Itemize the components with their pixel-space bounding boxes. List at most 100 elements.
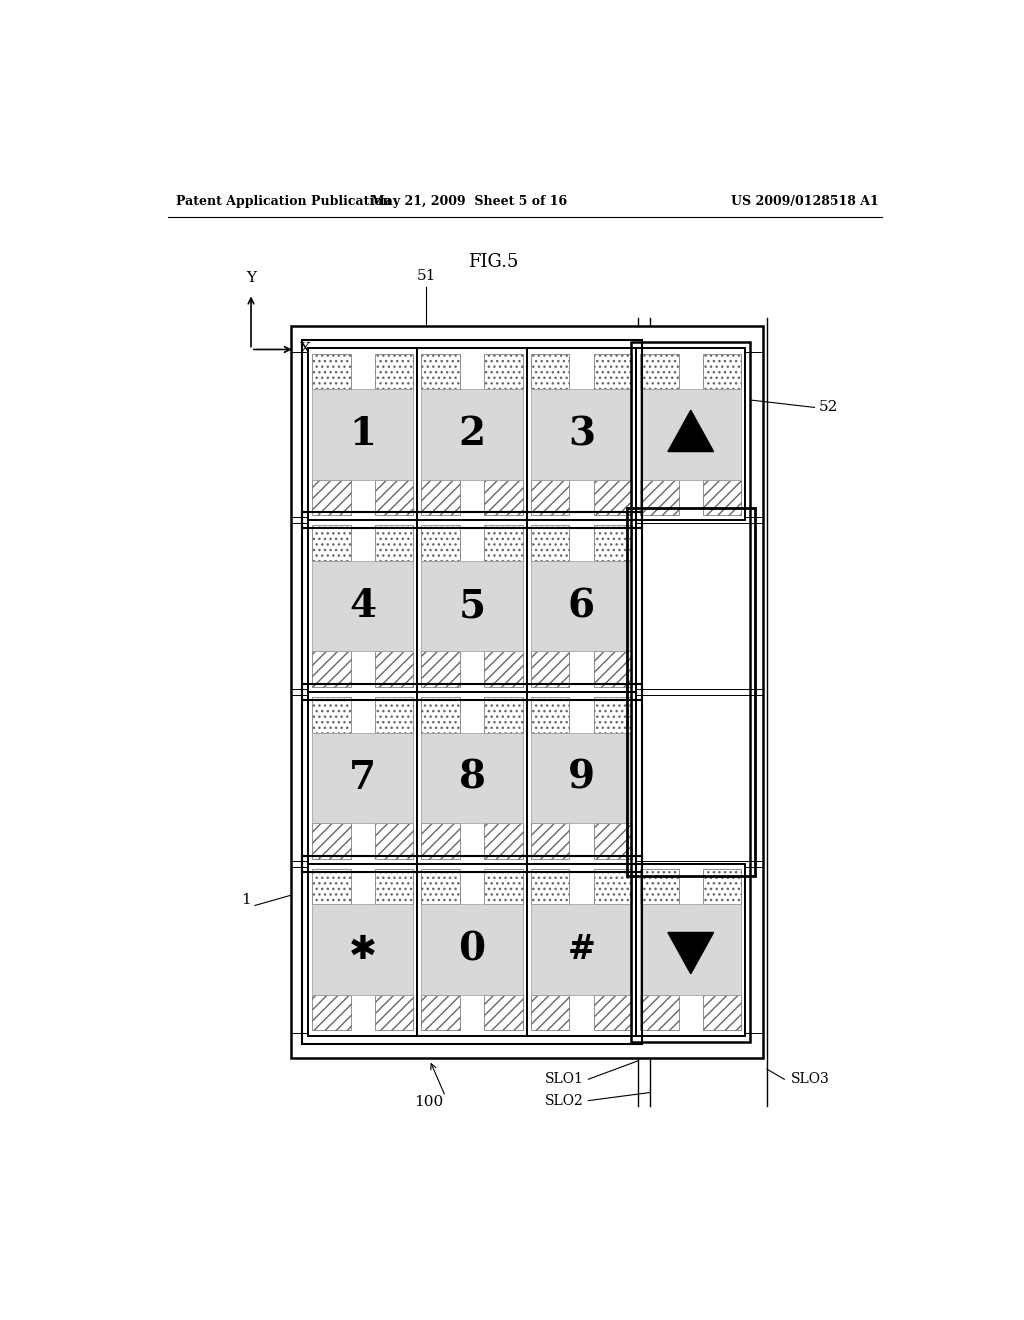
Bar (632, 342, 751, 1041)
Text: 4: 4 (349, 587, 377, 626)
Bar (312, 869, 350, 904)
Bar (422, 389, 523, 479)
Bar (594, 354, 632, 389)
Polygon shape (668, 932, 714, 974)
Polygon shape (668, 411, 714, 451)
Text: Y: Y (246, 272, 256, 285)
Bar (418, 348, 526, 520)
Text: SLO3: SLO3 (791, 1072, 829, 1086)
Bar (422, 525, 460, 561)
Bar (530, 733, 632, 824)
Bar (484, 354, 523, 389)
Bar (308, 348, 418, 520)
Bar (640, 479, 679, 515)
Bar (302, 855, 642, 1044)
Bar (312, 525, 350, 561)
Bar (375, 824, 414, 859)
Bar (484, 697, 523, 733)
Text: 9: 9 (568, 759, 595, 797)
Bar (302, 341, 642, 528)
Bar (526, 520, 636, 692)
Bar (530, 824, 569, 859)
Bar (526, 692, 636, 863)
Bar (418, 692, 526, 863)
Bar (484, 651, 523, 686)
Bar (594, 479, 632, 515)
Bar (312, 354, 350, 389)
Bar (308, 692, 418, 863)
Bar (375, 869, 414, 904)
Bar (640, 389, 741, 479)
Bar (291, 326, 763, 1057)
Text: US 2009/0128518 A1: US 2009/0128518 A1 (731, 194, 879, 207)
Bar (302, 512, 642, 700)
Bar (312, 389, 414, 479)
Text: Patent Application Publication: Patent Application Publication (176, 194, 391, 207)
Bar (484, 525, 523, 561)
Bar (530, 995, 569, 1031)
Text: 52: 52 (818, 400, 838, 414)
Text: SLO2: SLO2 (545, 1093, 584, 1107)
Text: 0: 0 (459, 931, 485, 969)
Bar (530, 869, 569, 904)
Bar (594, 995, 632, 1031)
Bar (594, 651, 632, 686)
Text: FIG.5: FIG.5 (468, 253, 518, 271)
Bar (422, 733, 523, 824)
Bar (636, 863, 745, 1036)
Bar (594, 525, 632, 561)
Bar (530, 525, 569, 561)
Bar (627, 508, 755, 876)
Text: 1: 1 (242, 894, 251, 907)
Text: 1: 1 (349, 416, 376, 453)
Bar (530, 479, 569, 515)
Text: 7: 7 (349, 759, 377, 797)
Bar (312, 651, 350, 686)
Bar (312, 479, 350, 515)
Bar (594, 869, 632, 904)
Bar (422, 904, 523, 995)
Text: 3: 3 (568, 416, 595, 453)
Text: 51: 51 (417, 269, 436, 284)
Bar (375, 995, 414, 1031)
Bar (702, 995, 741, 1031)
Bar (375, 697, 414, 733)
Bar (484, 995, 523, 1031)
Text: 100: 100 (414, 1094, 443, 1109)
Bar (422, 479, 460, 515)
Bar (312, 733, 414, 824)
Bar (375, 651, 414, 686)
Text: 6: 6 (568, 587, 595, 626)
Bar (422, 995, 460, 1031)
Bar (312, 697, 350, 733)
Bar (422, 697, 460, 733)
Bar (422, 824, 460, 859)
Bar (636, 348, 745, 520)
Bar (418, 520, 526, 692)
Bar (530, 651, 569, 686)
Bar (526, 348, 636, 520)
Bar (640, 869, 679, 904)
Bar (312, 995, 350, 1031)
Bar (594, 824, 632, 859)
Bar (422, 869, 460, 904)
Bar (640, 904, 741, 995)
Bar (375, 525, 414, 561)
Bar (702, 479, 741, 515)
Bar (308, 520, 418, 692)
Bar (312, 824, 350, 859)
Bar (422, 354, 460, 389)
Bar (312, 904, 414, 995)
Bar (418, 863, 526, 1036)
Text: ✱: ✱ (349, 933, 377, 966)
Bar (422, 561, 523, 651)
Bar (640, 354, 679, 389)
Text: 5: 5 (459, 587, 485, 626)
Text: #: # (567, 933, 595, 966)
Bar (530, 561, 632, 651)
Bar (484, 869, 523, 904)
Text: 2: 2 (459, 416, 485, 453)
Bar (526, 863, 636, 1036)
Bar (594, 697, 632, 733)
Bar (530, 697, 569, 733)
